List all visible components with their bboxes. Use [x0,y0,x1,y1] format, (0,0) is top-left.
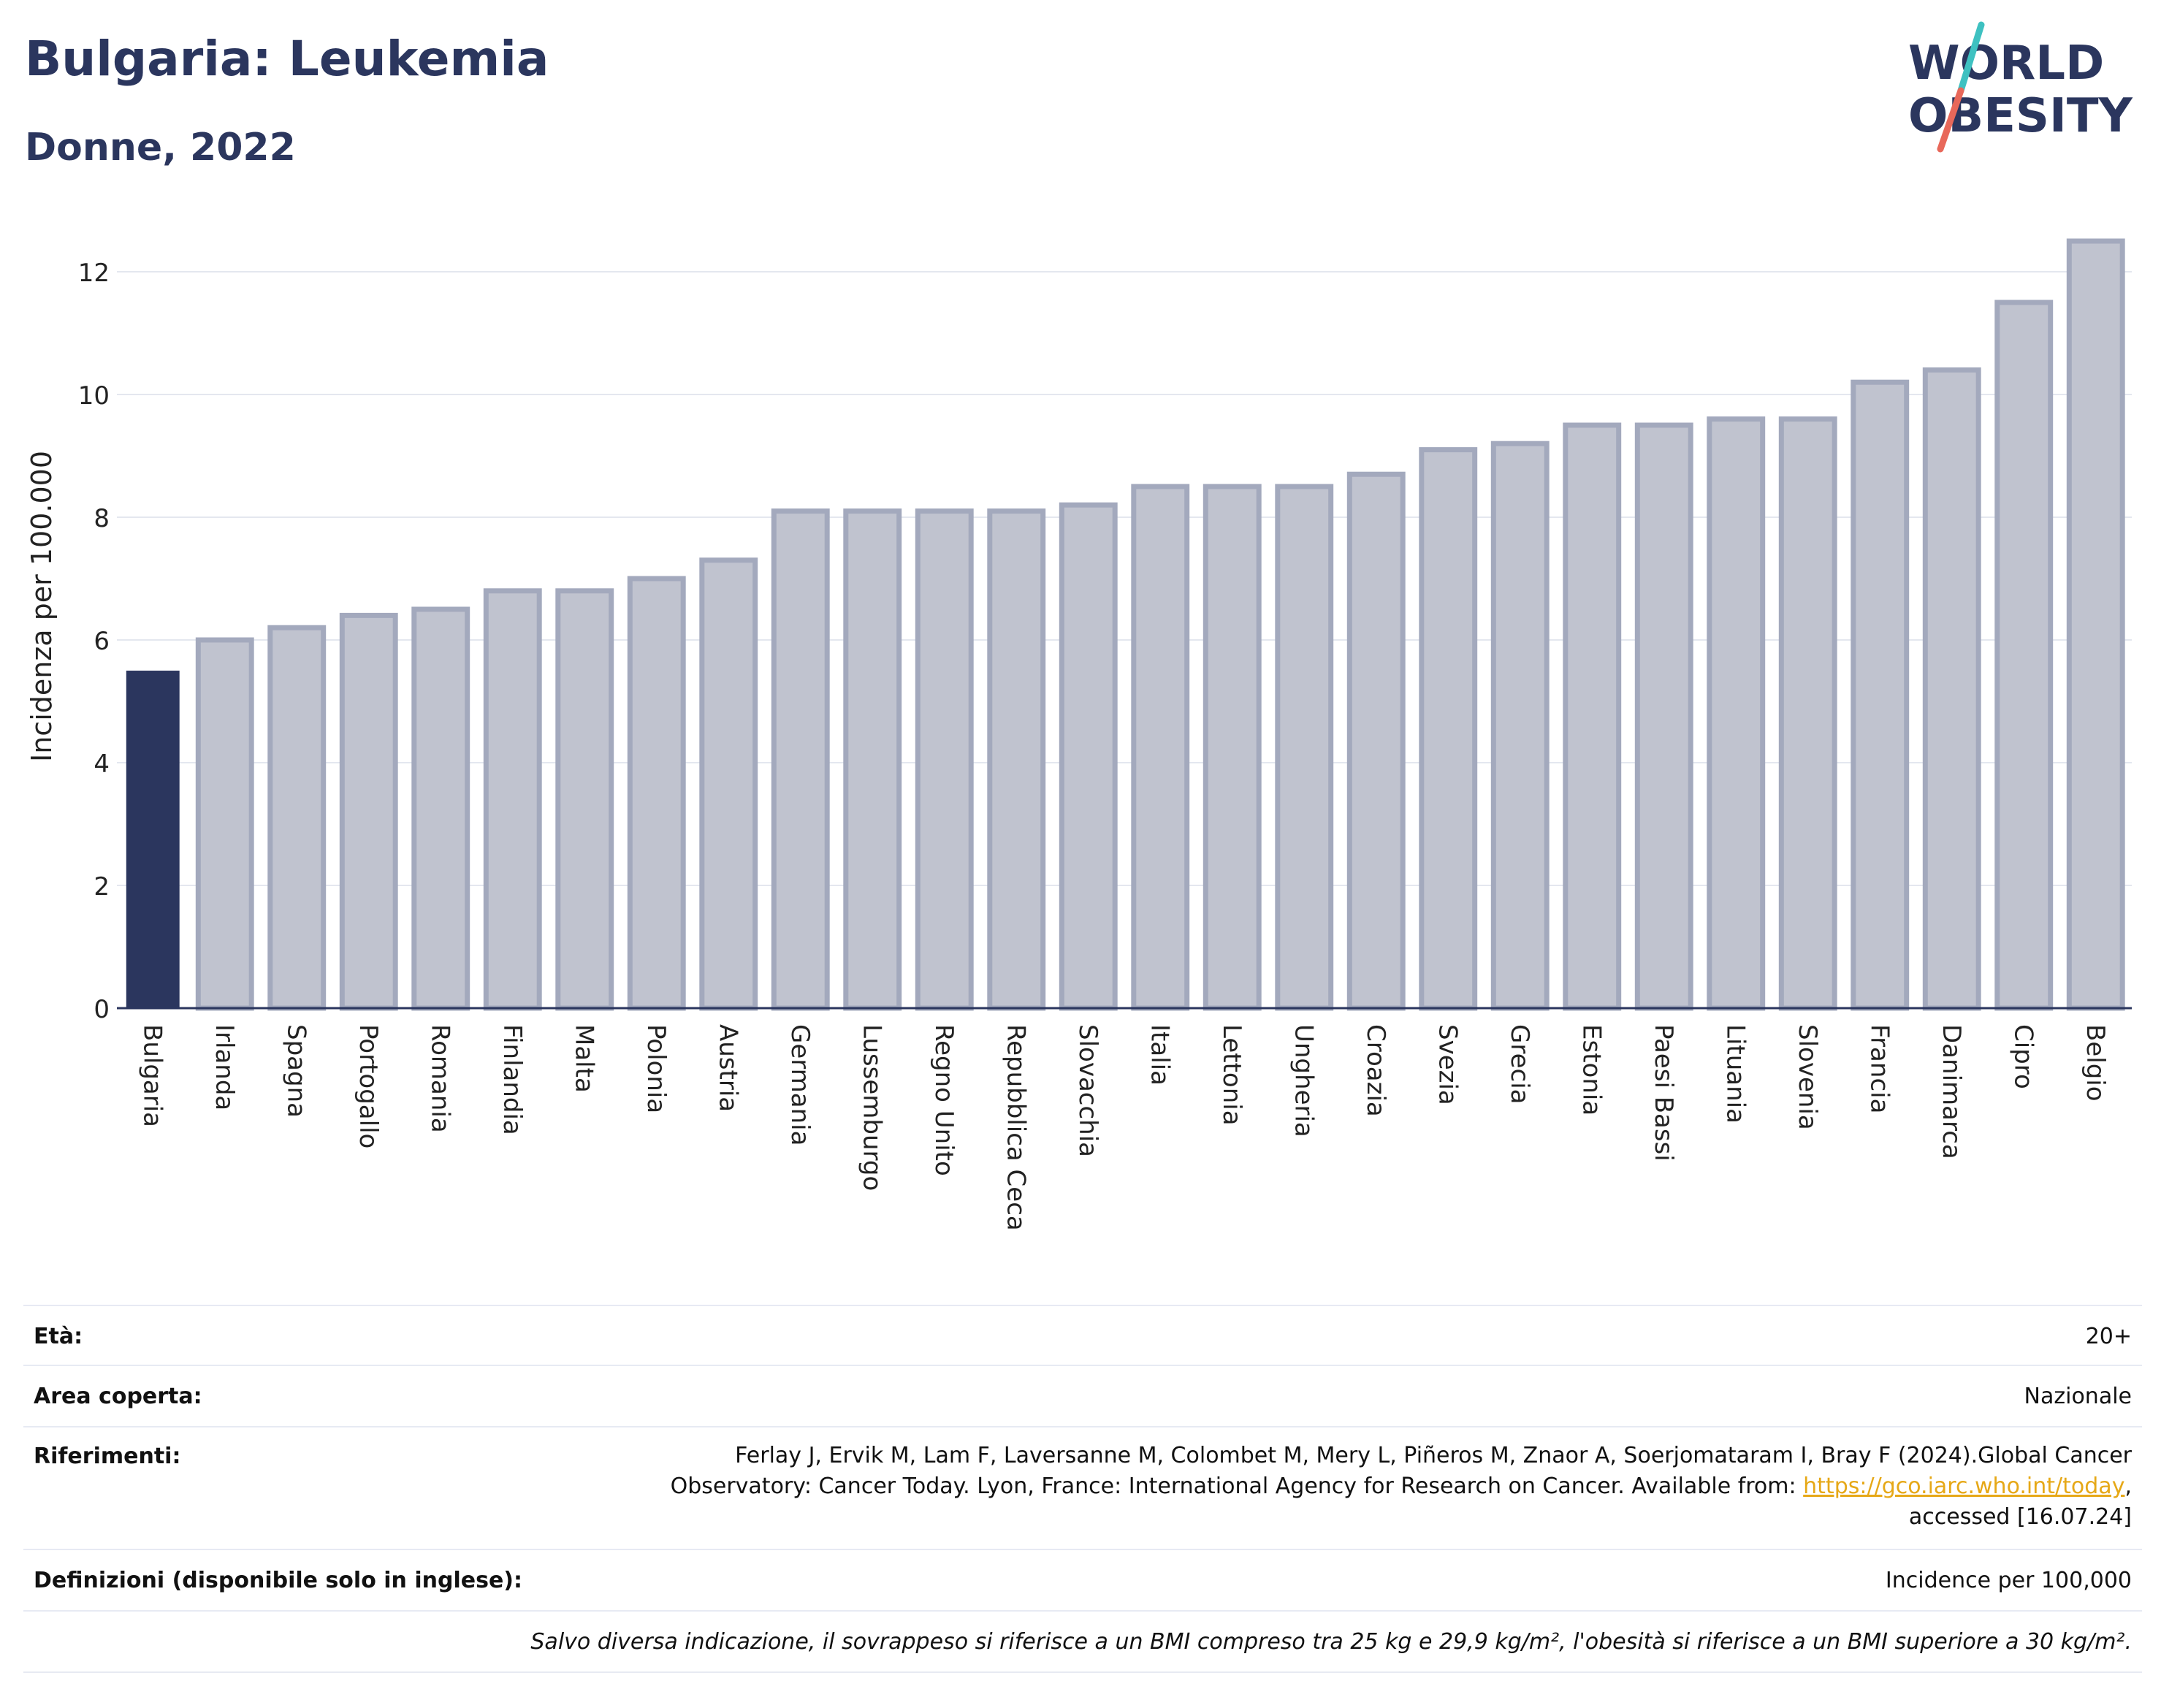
x-tick-label: Danimarca [1937,1024,1966,1159]
bar-francia [1851,379,1910,1011]
bar-malta [555,588,614,1011]
bars [126,238,2125,1011]
bar-polonia [627,576,686,1011]
x-tick-label: Estonia [1577,1024,1606,1116]
x-tick-label: Croazia [1361,1024,1390,1117]
x-tick-label: Lettonia [1217,1024,1246,1126]
bar-finlandia [483,588,542,1011]
y-tick-label: 2 [94,872,110,901]
definitions-value: Incidence per 100,000 [1885,1568,2132,1593]
bar-spagna [267,625,327,1011]
area-label: Area coperta: [34,1384,202,1409]
x-tick-label: Italia [1145,1024,1174,1086]
x-tick-label: Finlandia [498,1024,527,1135]
chart-title: Bulgaria: Leukemia [25,31,549,87]
x-tick-label: Repubblica Ceca [1001,1024,1030,1231]
x-tick-label: Austria [713,1024,742,1112]
x-tick-label: Ungheria [1289,1024,1318,1137]
bar-cipro [1994,300,2054,1011]
x-tick-label: Regno Unito [929,1024,958,1176]
x-tick-label: Malta [569,1024,598,1093]
y-tick-label: 10 [78,381,110,411]
bar-bulgaria [126,671,180,1008]
definitions-label: Definizioni (disponibile solo in inglese… [34,1568,522,1593]
bmi-note: Salvo diversa indicazione, il sovrappeso… [530,1629,2132,1655]
x-tick-label: Irlanda [210,1024,239,1110]
x-tick-label: Grecia [1505,1024,1534,1104]
x-tick-label: Germania [785,1024,815,1145]
area-value: Nazionale [2024,1384,2132,1409]
bar-svezia [1419,447,1478,1011]
bar-lussemburgo [843,508,902,1011]
x-tick-label: Slovenia [1793,1024,1822,1130]
logo-slash-bottom [1937,87,1964,153]
bar-slovenia [1778,416,1837,1011]
y-tick-label: 12 [78,259,110,288]
x-tick-label: Polonia [641,1024,671,1113]
references-value: Ferlay J, Ervik M, Lam F, Laversanne M, … [671,1441,2132,1533]
y-tick-label: 8 [94,504,110,533]
bar-ungheria [1275,484,1334,1011]
bar-paesi-bassi [1634,422,1693,1011]
bar-austria [699,557,758,1011]
bar-lettonia [1203,484,1262,1011]
info-row-area: Area coperta: Nazionale [23,1365,2142,1426]
references-line-3: accessed [16.07.24] [1908,1504,2132,1530]
logo-slash-top [1957,21,1985,94]
bar-germania [771,508,830,1011]
x-tick-label: Lussemburgo [857,1024,886,1191]
references-line-1: Ferlay J, Ervik M, Lam F, Laversanne M, … [735,1443,2132,1468]
age-value: 20+ [2085,1324,2132,1349]
y-tick-label: 4 [94,750,110,779]
bar-romania [411,606,470,1011]
y-tick-label: 0 [94,995,110,1024]
x-tick-label: Paesi Bassi [1649,1024,1678,1162]
x-tick-label: Lituania [1720,1024,1750,1124]
x-tick-label: Svezia [1433,1024,1462,1105]
info-row-age: Età: 20+ [23,1305,2142,1365]
x-tick-label: Cipro [2008,1024,2038,1089]
references-line-2: Observatory: Cancer Today. Lyon, France:… [671,1471,2132,1502]
bar-chart: 0 2 4 6 8 10 12 Bulgaria Irlanda Spagna Portogall… [26,238,2132,1231]
bar-grecia [1490,441,1550,1011]
world-obesity-logo: WORLD OBESITY [1908,21,2133,153]
info-row-definitions: Definizioni (disponibile solo in inglese… [23,1549,2142,1610]
bar-belgio [2066,238,2125,1011]
x-tick-label: Bulgaria [137,1024,167,1127]
bar-irlanda [195,637,254,1011]
info-row-references: Riferimenti: Ferlay J, Ervik M, Lam F, L… [23,1426,2142,1549]
logo-line1: WORLD [1908,37,2104,91]
bar-lituania [1707,416,1766,1011]
y-tick-labels: 0 2 4 6 8 10 12 [78,259,110,1024]
references-line-2-end: , [2124,1473,2132,1499]
info-row-note: Salvo diversa indicazione, il sovrappeso… [23,1610,2142,1673]
bar-regno-unito [915,508,974,1011]
references-label: Riferimenti: [34,1444,181,1469]
bar-slovacchia [1059,502,1118,1011]
age-label: Età: [34,1324,83,1349]
x-tick-label: Belgio [2081,1024,2110,1102]
bar-portogallo [339,612,398,1011]
x-tick-label: Francia [1864,1024,1894,1113]
x-tick-labels: Bulgaria Irlanda Spagna Portogallo Romania Fi… [137,1024,2110,1231]
bar-croazia [1346,471,1406,1011]
x-tick-label: Slovacchia [1073,1024,1102,1157]
y-tick-label: 6 [94,627,110,656]
y-axis-label: Incidenza per 100.000 [26,451,58,762]
bar-italia [1131,484,1190,1011]
x-tick-label: Portogallo [354,1024,383,1148]
info-table: Età: 20+ Area coperta: Nazionale Riferim… [23,1305,2142,1673]
bar-repubblica-ceca [987,508,1046,1011]
references-line-2-text: Observatory: Cancer Today. Lyon, France:… [670,1473,1804,1499]
bar-danimarca [1922,367,1981,1011]
chart-subtitle: Donne, 2022 [25,126,296,169]
bar-estonia [1563,422,1622,1011]
x-tick-label: Romania [425,1024,454,1133]
x-tick-label: Spagna [281,1024,310,1118]
references-link[interactable]: https://gco.iarc.who.int/today [1803,1473,2125,1499]
